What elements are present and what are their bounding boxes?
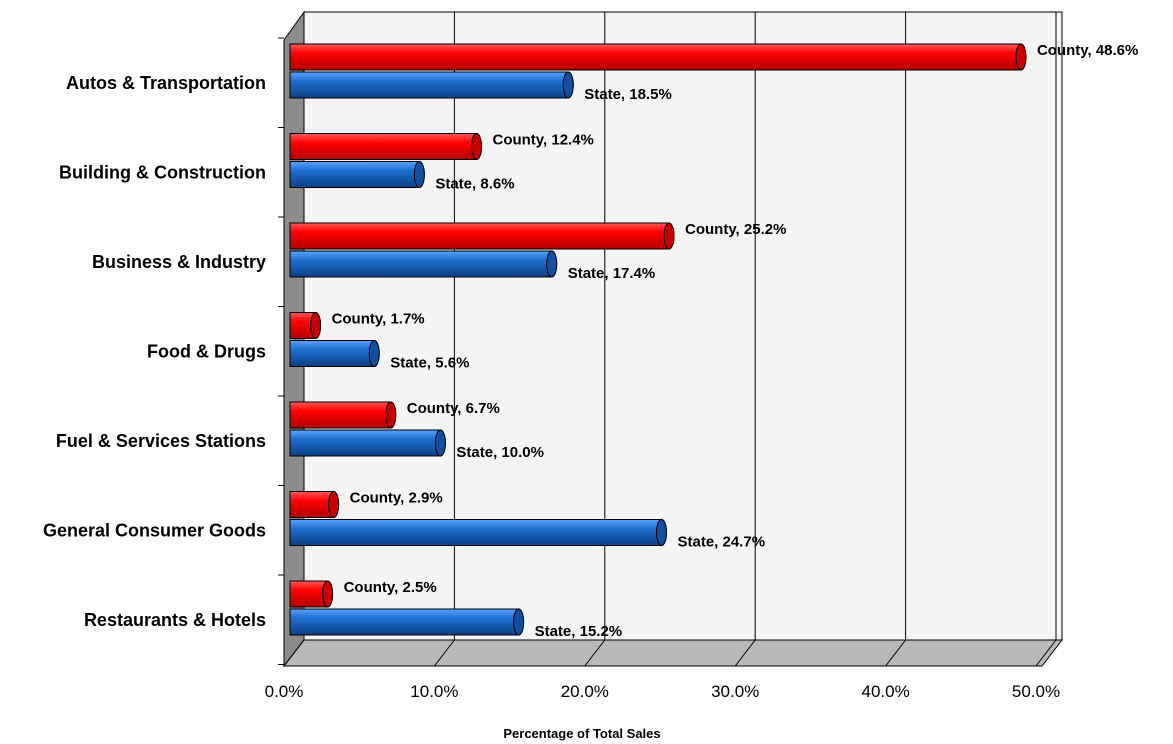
data-label: State, 10.0%	[456, 444, 544, 461]
x-axis-tick-labels: 0.0% 10.0% 20.0% 30.0% 40.0% 50.0%	[265, 682, 1060, 701]
county-bar	[289, 222, 675, 250]
state-bar	[289, 71, 574, 99]
county-bar-cap	[322, 580, 334, 608]
category-label: Restaurants & Hotels	[84, 610, 266, 630]
data-label: State, 8.6%	[435, 176, 514, 193]
state-bar-cap	[368, 340, 380, 367]
floor-gridline	[734, 639, 756, 667]
data-label: County, 6.7%	[407, 400, 500, 417]
county-bar-cap	[470, 133, 482, 160]
category-label: Autos & Transportation	[66, 73, 266, 93]
x-tick-label: 40.0%	[861, 682, 909, 701]
category-label: Building & Construction	[59, 162, 266, 182]
county-bar-cap	[663, 222, 675, 250]
floor-gridline	[584, 639, 606, 667]
county-bar-cap	[385, 401, 397, 429]
data-label: County, 2.5%	[344, 579, 437, 596]
county-bar-cap	[328, 491, 340, 518]
floor-gridline	[885, 639, 906, 667]
category-labels: Autos & Transportation Building & Constru…	[43, 73, 266, 630]
bars	[289, 43, 1027, 636]
data-label: State, 17.4%	[568, 265, 656, 282]
category-label: Fuel & Services Stations	[56, 431, 266, 451]
state-bar	[289, 608, 525, 636]
floor-gridline	[1035, 639, 1057, 667]
category-label: Food & Drugs	[147, 341, 266, 361]
state-bar	[289, 161, 425, 188]
data-label: County, 2.9%	[350, 490, 443, 507]
county-bar-cap	[310, 312, 322, 339]
floor-gridline	[434, 639, 455, 667]
plot-floor	[282, 639, 1064, 667]
state-bar-cap	[413, 161, 425, 188]
state-bar-cap	[513, 608, 525, 636]
category-label: General Consumer Goods	[43, 520, 266, 540]
county-bar	[289, 43, 1027, 71]
category-label: Business & Industry	[92, 252, 266, 272]
state-bar-cap	[546, 250, 558, 278]
data-label: County, 1.7%	[332, 311, 425, 328]
state-bar-cap	[655, 519, 667, 546]
data-labels: County, 48.6% State, 18.5% County, 12.4% St…	[332, 42, 1139, 640]
x-tick-label: 50.0%	[1012, 682, 1060, 701]
county-bar	[289, 401, 397, 429]
state-bar	[289, 519, 667, 546]
state-bar	[289, 340, 380, 367]
state-bar-cap	[562, 71, 574, 99]
state-bar	[289, 250, 558, 278]
data-label: County, 25.2%	[685, 221, 786, 238]
x-axis-title: Percentage of Total Sales	[503, 726, 660, 741]
floor-gridline	[283, 639, 305, 667]
x-tick-label: 10.0%	[410, 682, 458, 701]
state-bar	[289, 429, 446, 457]
county-bar-cap	[1015, 43, 1027, 71]
data-label: State, 18.5%	[584, 86, 672, 103]
data-label: County, 48.6%	[1037, 42, 1138, 59]
x-tick-label: 20.0%	[561, 682, 609, 701]
x-tick-label: 30.0%	[711, 682, 759, 701]
data-label: State, 5.6%	[390, 355, 469, 372]
data-label: State, 24.7%	[677, 534, 765, 551]
state-bar-cap	[434, 429, 446, 457]
data-label: County, 12.4%	[492, 132, 593, 149]
data-label: State, 15.2%	[535, 623, 623, 640]
x-tick-label: 0.0%	[265, 682, 304, 701]
county-bar	[289, 133, 482, 160]
y-axis-ticks	[278, 37, 284, 665]
